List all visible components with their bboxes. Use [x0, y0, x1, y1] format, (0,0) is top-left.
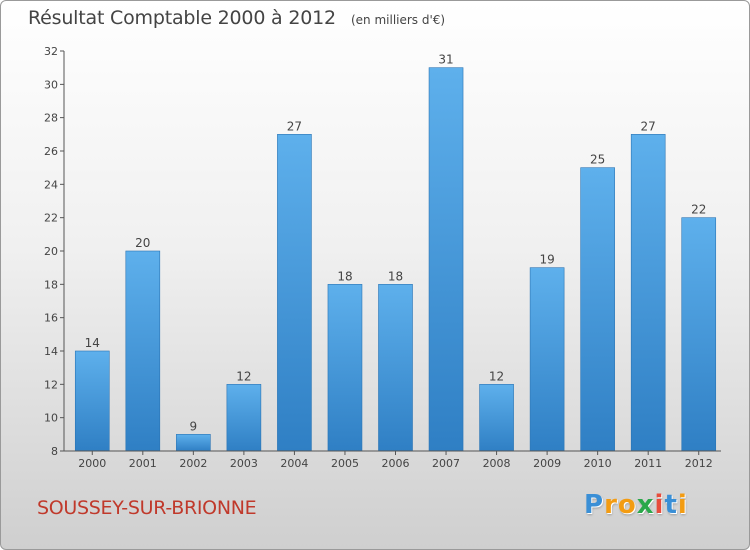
bar-2008 [479, 384, 514, 452]
chart-header: Résultat Comptable 2000 à 2012 (en milli… [28, 7, 445, 29]
bar-2001 [125, 250, 161, 452]
y-tick-label-12: 12 [44, 378, 58, 391]
y-tick-label-26: 26 [44, 145, 58, 158]
x-tick-label-2002: 2002 [179, 457, 207, 470]
logo-letter: i [654, 490, 665, 520]
chart-unit-note: (en milliers d'€) [350, 13, 446, 27]
x-tick-label-2012: 2012 [685, 457, 713, 470]
data-label-2002: 9 [190, 419, 198, 433]
x-tick-label-2003: 2003 [230, 457, 258, 470]
x-tick-label-2010: 2010 [584, 457, 612, 470]
x-tick-label-2001: 2001 [129, 457, 157, 470]
bar-2002 [176, 434, 211, 452]
logo-letter: t [664, 490, 678, 520]
data-label-2010: 25 [590, 153, 605, 167]
bar-2010 [580, 167, 615, 452]
bar-2005 [327, 284, 363, 452]
x-tick-label-2000: 2000 [78, 457, 106, 470]
place-name: SOUSSEY-SUR-BRIONNE [37, 497, 257, 519]
y-tick-label-24: 24 [44, 178, 58, 191]
logo-letter: P [584, 490, 605, 520]
x-tick-label-2007: 2007 [432, 457, 460, 470]
y-tick-label-30: 30 [44, 78, 58, 91]
x-tick-label-2004: 2004 [280, 457, 308, 470]
x-tick-label-2008: 2008 [483, 457, 511, 470]
y-tick-label-20: 20 [44, 245, 58, 258]
x-tick-label-2005: 2005 [331, 457, 359, 470]
data-label-2011: 27 [641, 119, 656, 133]
bar-2004 [277, 134, 312, 452]
y-tick-label-32: 32 [44, 45, 58, 58]
x-tick-label-2006: 2006 [382, 457, 410, 470]
bar-2003 [226, 384, 262, 452]
data-label-2009: 19 [539, 253, 554, 267]
logo-letter: o [617, 490, 637, 520]
logo-letter: r [604, 490, 618, 520]
y-tick-label-18: 18 [44, 278, 58, 291]
chart-title: Résultat Comptable 2000 à 2012 [28, 7, 336, 29]
bar-2006 [378, 284, 413, 452]
data-label-2000: 14 [85, 336, 100, 350]
data-label-2005: 18 [337, 269, 352, 283]
x-tick-label-2011: 2011 [634, 457, 662, 470]
axes-layer: 2000 2001 2002 2003 2004 2005 2006 2007 2008 2009… [44, 45, 721, 470]
logo-letter: x [636, 490, 655, 520]
data-label-2001: 20 [135, 236, 150, 250]
bar-2011 [630, 134, 666, 452]
data-label-2004: 27 [287, 119, 302, 133]
y-tick-label-10: 10 [44, 412, 58, 425]
data-label-2007: 31 [438, 53, 453, 67]
data-label-2008: 12 [489, 369, 504, 383]
bar-2009 [529, 267, 565, 452]
y-tick-label-14: 14 [44, 345, 58, 358]
data-label-2012: 22 [691, 203, 706, 217]
y-tick-label-16: 16 [44, 312, 58, 325]
proxiti-logo: Proxiti [584, 490, 688, 520]
x-tick-label-2009: 2009 [533, 457, 561, 470]
logo-letter: i [677, 490, 688, 520]
y-tick-label-8: 8 [51, 445, 58, 458]
bar-2007 [428, 67, 464, 452]
y-tick-label-22: 22 [44, 212, 58, 225]
y-tick-label-28: 28 [44, 112, 58, 125]
bar-2000 [74, 350, 110, 452]
data-label-2006: 18 [388, 269, 403, 283]
data-label-2003: 12 [236, 369, 251, 383]
bar-2012 [681, 217, 717, 452]
bars-layer: 14 20 9 12 27 18 18 31 12 19 25 27 22 [74, 53, 717, 452]
